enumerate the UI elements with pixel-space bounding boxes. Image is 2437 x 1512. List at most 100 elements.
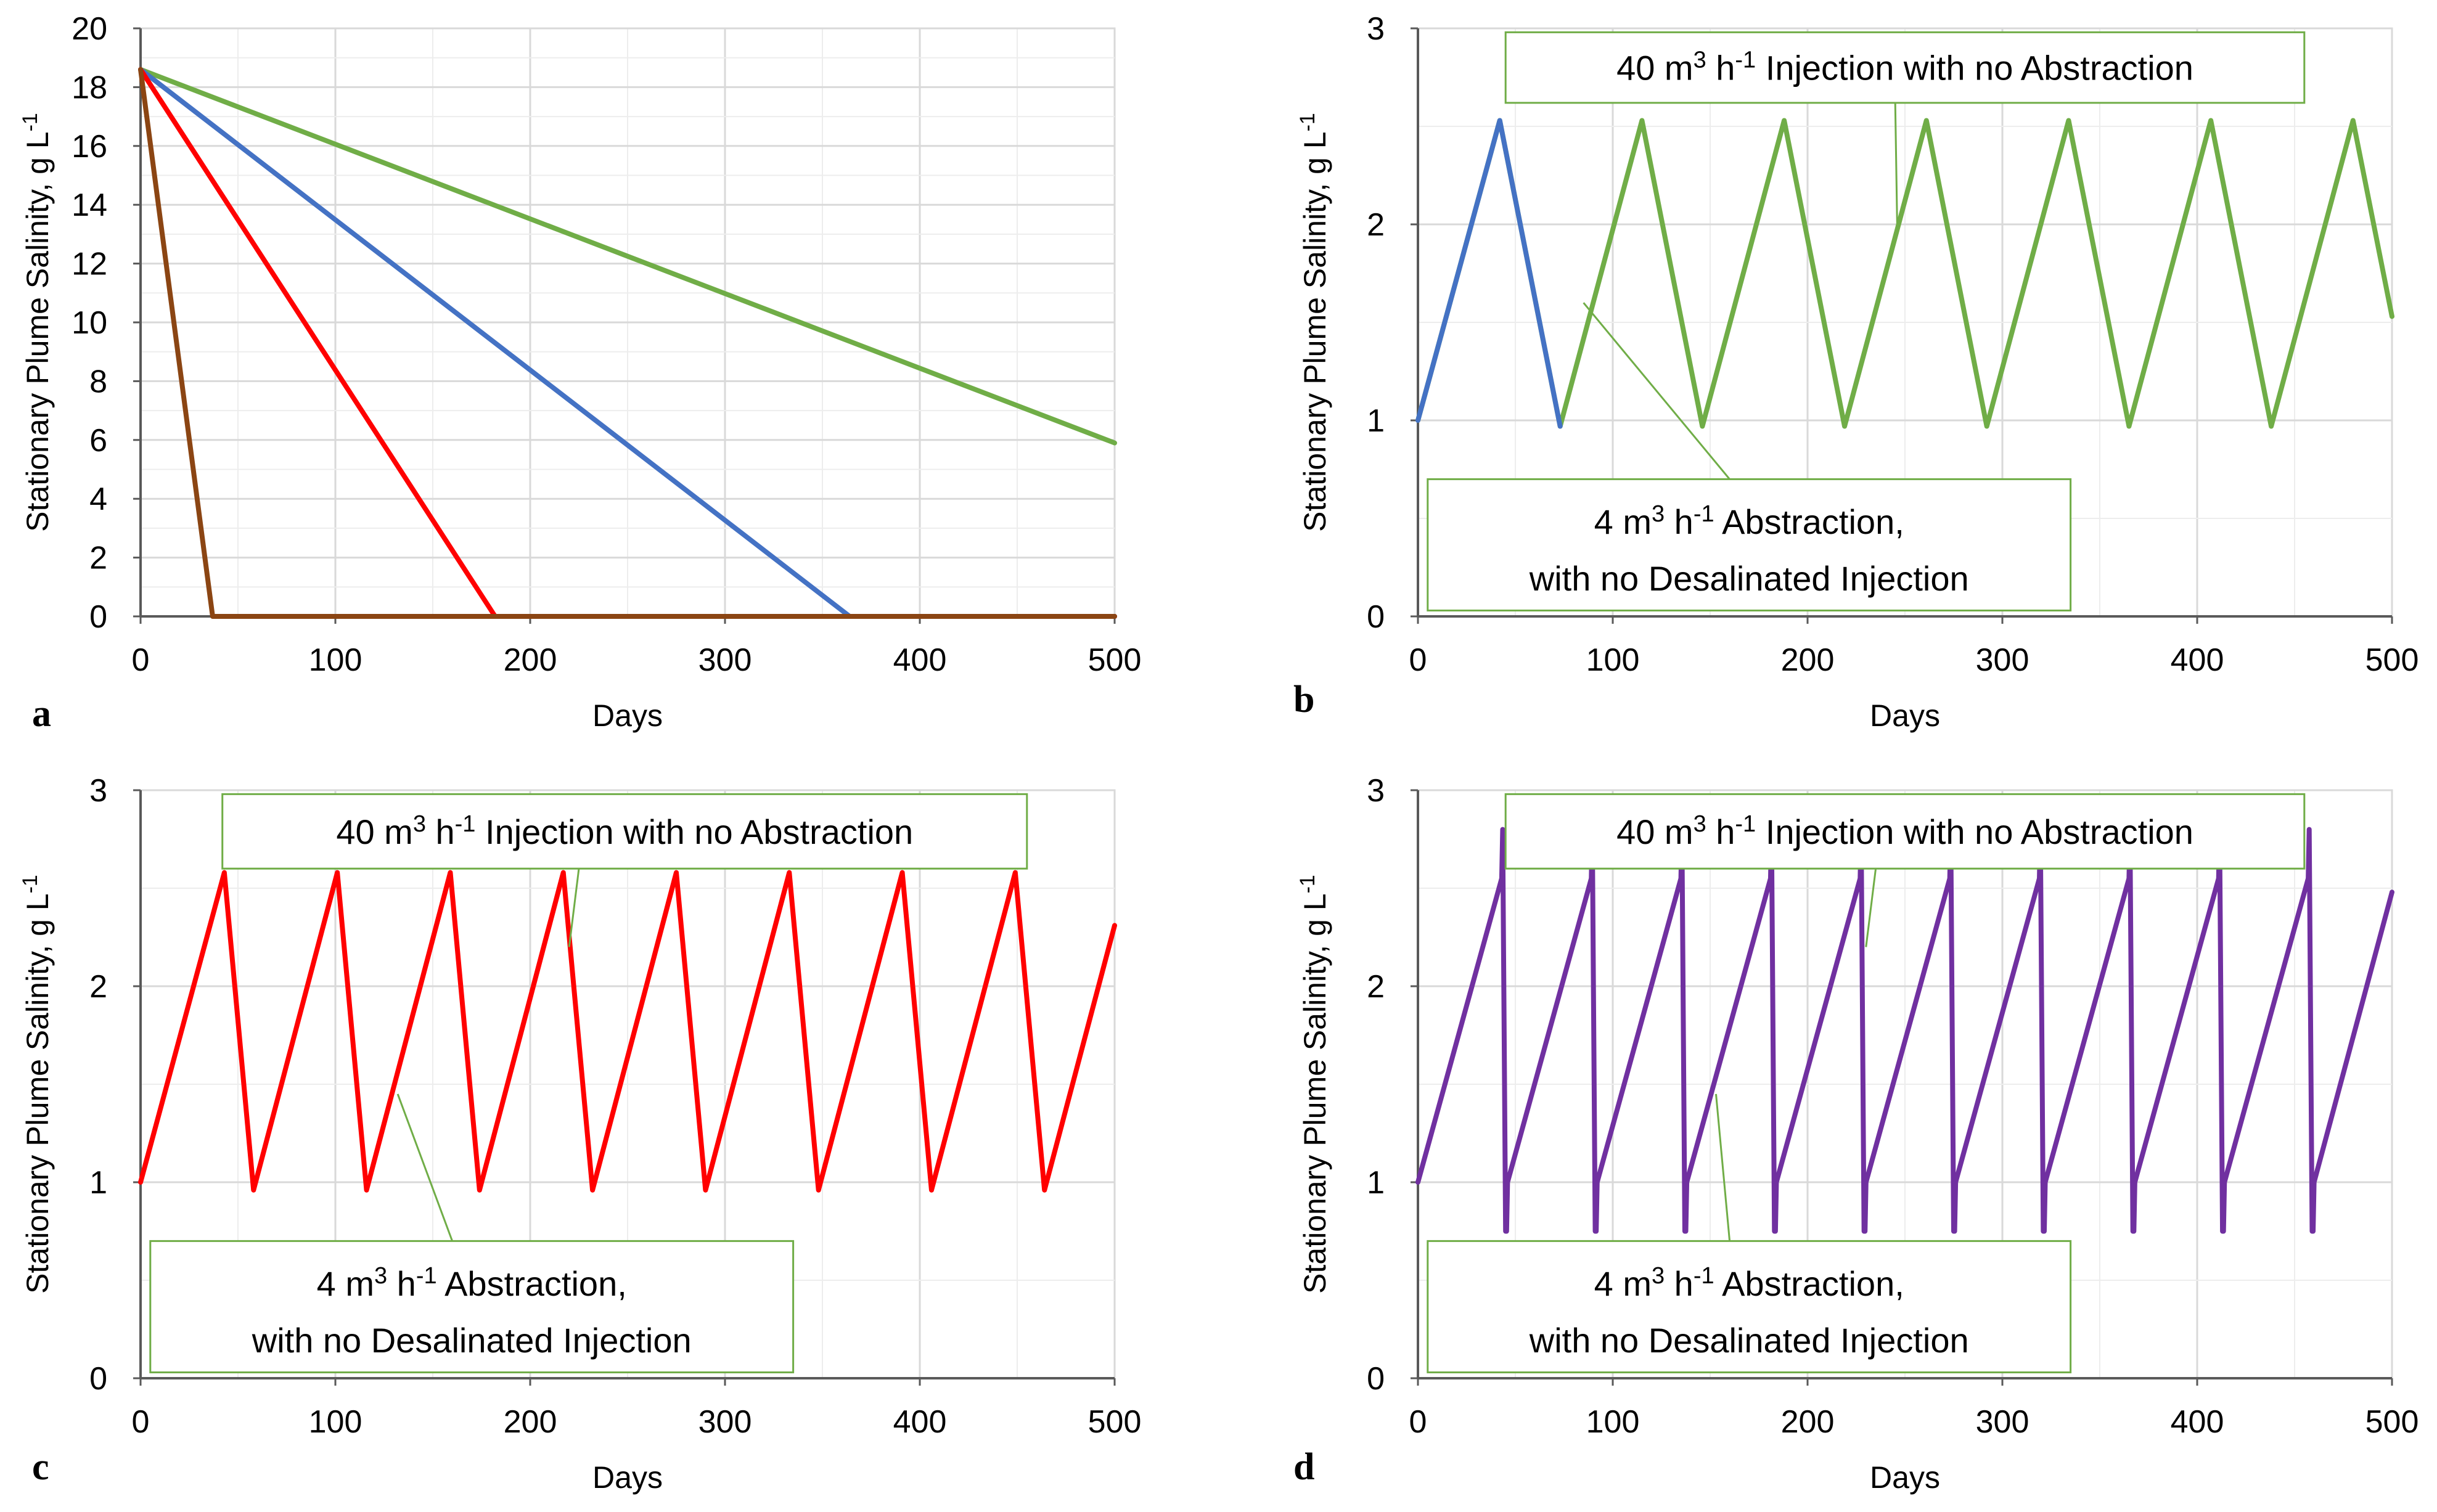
y-tick-label: 0: [89, 1361, 107, 1397]
callout-text-part: 4 m: [1594, 1264, 1652, 1303]
y-axis-title: Stationary Plume Salinity, g L-1: [1296, 875, 1332, 1294]
x-tick-label: 100: [1586, 1404, 1640, 1440]
x-tick-label: 0: [1409, 1404, 1427, 1440]
callout-text-part: h: [1706, 812, 1735, 851]
y-tick-label: 3: [89, 773, 107, 809]
x-tick-label: 300: [1976, 642, 2029, 678]
y-axis-title: Stationary Plume Salinity, g L-1: [1296, 113, 1332, 532]
y-axis-title-superscript: -1: [18, 113, 42, 131]
callout-leader-line: [1583, 302, 1730, 480]
callout-text-superscript: 3: [1694, 811, 1706, 837]
callout-text-superscript: -1: [1735, 811, 1756, 837]
callout-box: [149, 1240, 795, 1373]
y-axis-title-superscript: -1: [1296, 113, 1319, 131]
x-tick-label: 500: [1088, 1404, 1142, 1440]
x-tick-label: 300: [698, 1404, 752, 1440]
callout-text-superscript: 3: [374, 1263, 387, 1289]
y-tick-label: 14: [72, 187, 107, 223]
series-line-0: [138, 870, 1117, 1193]
y-axis-title: Stationary Plume Salinity, g L-1: [18, 875, 55, 1294]
callout-box: [1427, 478, 2072, 611]
y-tick-label: 12: [72, 247, 107, 282]
callout-leader-line: [396, 1093, 454, 1241]
callout-text: 4 m3 h-1 Abstraction,: [1594, 1263, 1904, 1303]
callout-text: 4 m3 h-1 Abstraction,: [1594, 501, 1904, 541]
y-tick-label: 1: [89, 1165, 107, 1201]
y-tick-label: 3: [1367, 11, 1385, 47]
callout-text-superscript: 3: [413, 811, 426, 837]
x-tick-label: 400: [2171, 1404, 2224, 1440]
y-tick-label: 4: [89, 481, 107, 517]
x-axis-title: Days: [1870, 1460, 1940, 1495]
x-tick-label: 0: [132, 1404, 150, 1440]
callout-text-superscript: 3: [1694, 47, 1706, 73]
x-tick-label: 200: [1781, 1404, 1835, 1440]
callout-leader-line: [568, 868, 580, 947]
callout-text-part: h: [1665, 502, 1694, 541]
callout-text-part: 40 m: [1616, 812, 1694, 851]
callout-leader-line: [1894, 102, 1898, 225]
callout-text-superscript: -1: [1735, 47, 1756, 73]
y-axis-title-text: Stationary Plume Salinity, g L: [20, 131, 55, 531]
y-tick-label: 20: [72, 11, 107, 47]
callout-leader-line: [1714, 1093, 1731, 1241]
y-axis-title: Stationary Plume Salinity, g L-1: [18, 113, 55, 532]
y-tick-label: 2: [1367, 207, 1385, 243]
callout-text-part: h: [387, 1264, 416, 1303]
x-tick-label: 0: [1409, 642, 1427, 678]
x-tick-label: 500: [2365, 642, 2419, 678]
y-axis-title-text: Stationary Plume Salinity, g L: [1298, 131, 1332, 531]
callout-text-part: 40 m: [336, 812, 413, 851]
y-tick-label: 0: [1367, 1361, 1385, 1397]
y-tick-label: 0: [1367, 599, 1385, 635]
callout-text-part: Injection with no Abstraction: [1756, 812, 2193, 851]
callout-text: 40 m3 h-1 Injection with no Abstraction: [1616, 47, 2193, 88]
callout-box: [221, 793, 1028, 870]
series-line-0: [1415, 827, 2394, 1234]
callout-text-part: h: [1665, 1264, 1694, 1303]
series-line-3: [138, 67, 1117, 619]
callout-text-superscript: -1: [455, 811, 476, 837]
x-tick-label: 300: [1976, 1404, 2029, 1440]
x-tick-label: 400: [893, 1404, 947, 1440]
x-axis-title: Days: [592, 698, 663, 733]
panel-label-d: d: [1293, 1446, 1314, 1488]
callout-text-part: 4 m: [1594, 502, 1652, 541]
x-tick-label: 200: [504, 1404, 557, 1440]
x-axis-title: Days: [592, 1460, 663, 1495]
series-line-1: [1415, 118, 1563, 429]
panel-label-a: a: [32, 693, 51, 735]
y-tick-label: 2: [1367, 969, 1385, 1005]
x-tick-label: 400: [893, 642, 947, 678]
panel-b: 0 100 200 300 400 500 0 1 2 3 Days Stationary Plume…: [1296, 11, 2419, 733]
callout-box: [1504, 793, 2306, 870]
y-axis-title-superscript: -1: [18, 875, 42, 893]
y-tick-label: 3: [1367, 773, 1385, 809]
callout-text-superscript: 3: [1652, 1263, 1665, 1289]
callout-text-line2: with no Desalinated Injection: [1529, 559, 1969, 598]
x-tick-label: 200: [1781, 642, 1835, 678]
x-tick-label: 200: [504, 642, 557, 678]
y-tick-label: 2: [89, 969, 107, 1005]
callout-text-part: 4 m: [317, 1264, 374, 1303]
callout-text-line2: with no Desalinated Injection: [252, 1321, 692, 1360]
y-tick-label: 2: [89, 541, 107, 576]
panel-d: 0 100 200 300 400 500 0 1 2 3 Days Stationary Plume…: [1296, 773, 2419, 1495]
y-tick-label: 6: [89, 423, 107, 459]
y-axis-title-superscript: -1: [1296, 875, 1319, 893]
y-axis-title-text: Stationary Plume Salinity, g L: [1298, 893, 1332, 1293]
y-axis-title-text: Stationary Plume Salinity, g L: [20, 893, 55, 1293]
callout-text-superscript: 3: [1652, 501, 1665, 527]
panel-label-b: b: [1293, 679, 1314, 721]
series-line-0: [1415, 118, 2394, 429]
y-tick-label: 8: [89, 364, 107, 399]
x-tick-label: 100: [1586, 642, 1640, 678]
y-tick-label: 18: [72, 70, 107, 105]
x-axis-title: Days: [1870, 698, 1940, 733]
callout-text-part: Injection with no Abstraction: [475, 812, 913, 851]
x-tick-label: 400: [2171, 642, 2224, 678]
callout-text: 40 m3 h-1 Injection with no Abstraction: [336, 811, 913, 851]
callout-box: [1504, 31, 2306, 104]
x-tick-label: 0: [132, 642, 150, 678]
